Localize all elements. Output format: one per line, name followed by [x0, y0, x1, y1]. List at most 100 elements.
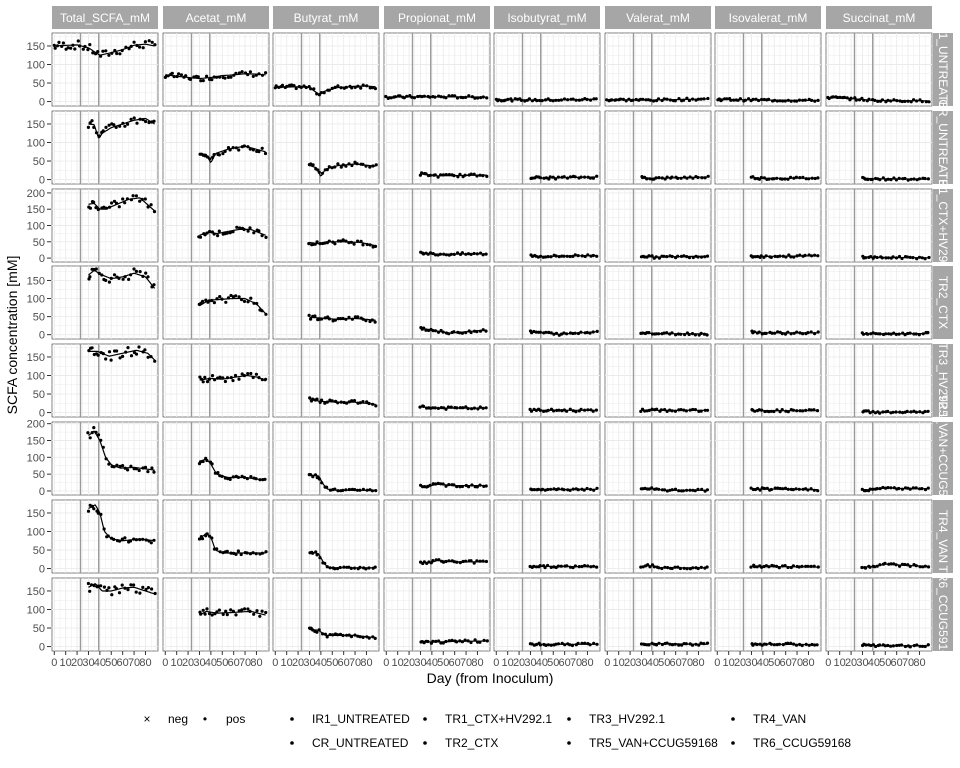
panel-background	[51, 343, 159, 418]
data-point	[234, 71, 238, 75]
data-point	[657, 566, 661, 570]
data-point	[242, 374, 246, 378]
data-point	[783, 486, 788, 490]
data-point	[921, 332, 925, 336]
data-point	[449, 405, 453, 409]
data-point	[762, 486, 767, 491]
panel-7-6	[714, 577, 822, 652]
data-point	[460, 331, 464, 335]
data-point	[756, 254, 760, 259]
data-point	[242, 475, 247, 480]
data-point	[662, 97, 666, 101]
data-point	[760, 408, 764, 412]
data-point	[246, 607, 250, 611]
data-point	[177, 72, 181, 76]
data-point	[248, 70, 252, 74]
data-point	[795, 99, 799, 103]
data-point	[205, 458, 209, 463]
x-tick-label: 0	[493, 657, 499, 669]
data-point	[798, 176, 802, 180]
data-point	[549, 565, 553, 570]
data-point	[682, 566, 686, 570]
data-point	[783, 332, 788, 336]
data-point	[909, 100, 913, 104]
data-point	[481, 406, 485, 410]
data-point	[138, 270, 142, 274]
data-point	[499, 99, 504, 103]
data-point	[208, 229, 212, 234]
data-point	[815, 409, 820, 413]
data-point	[420, 171, 424, 175]
data-point	[662, 254, 666, 258]
row-strip-box	[933, 344, 953, 417]
data-point	[236, 549, 240, 553]
data-point	[444, 559, 448, 564]
data-point	[105, 588, 109, 593]
data-point	[203, 612, 207, 616]
data-point	[211, 155, 215, 159]
row-strip-label: TR5_VAN+CCUG59168	[936, 394, 950, 523]
data-point	[124, 45, 128, 49]
data-point	[431, 482, 435, 486]
data-point	[213, 612, 217, 616]
data-point	[333, 85, 337, 89]
data-point	[544, 255, 548, 259]
data-point	[196, 75, 200, 79]
data-point	[322, 91, 326, 95]
data-point	[926, 643, 930, 647]
data-point	[583, 97, 587, 101]
data-point	[497, 98, 501, 102]
data-point	[132, 116, 136, 120]
panel-background	[825, 265, 933, 340]
data-point	[252, 231, 256, 235]
data-point	[699, 409, 703, 413]
panel-background	[714, 343, 822, 418]
data-point	[914, 486, 918, 490]
column-strip-7	[826, 6, 932, 29]
row-strip-3: TR2_CTX	[933, 266, 953, 339]
panel-background	[383, 577, 491, 652]
data-point	[638, 97, 643, 101]
data-point	[115, 51, 119, 56]
data-point	[371, 164, 375, 168]
panel-0-7	[825, 32, 933, 107]
data-point	[255, 301, 259, 306]
data-point	[248, 226, 252, 230]
data-point	[120, 583, 124, 587]
data-point	[141, 118, 145, 122]
x-tick-label: 40	[868, 657, 880, 669]
data-point	[338, 317, 343, 321]
data-point	[431, 252, 435, 256]
data-point	[690, 332, 695, 336]
data-point	[854, 98, 858, 102]
panel-background	[162, 421, 270, 496]
data-point	[92, 584, 96, 588]
data-point	[783, 99, 787, 103]
data-point	[884, 178, 888, 182]
data-point	[482, 638, 486, 643]
data-point	[368, 243, 372, 247]
data-point	[333, 165, 337, 169]
data-point	[920, 644, 925, 649]
data-point	[333, 242, 337, 246]
data-point	[336, 84, 340, 88]
data-point	[618, 97, 623, 101]
data-point	[374, 489, 378, 493]
data-point	[126, 588, 130, 592]
panel-1-7	[825, 110, 933, 185]
data-point	[441, 330, 445, 334]
data-point	[123, 466, 127, 470]
column-strip-label: Acetat_mM	[186, 11, 247, 25]
data-point	[251, 375, 255, 380]
data-point	[225, 231, 229, 235]
data-point	[134, 590, 138, 594]
data-point	[147, 120, 151, 125]
column-strip-5	[605, 6, 711, 29]
data-point	[579, 175, 583, 179]
data-point	[923, 564, 928, 568]
data-point	[800, 564, 804, 569]
panel-background	[493, 265, 601, 340]
data-point	[349, 240, 353, 244]
data-point	[371, 245, 375, 249]
data-point	[356, 315, 360, 319]
